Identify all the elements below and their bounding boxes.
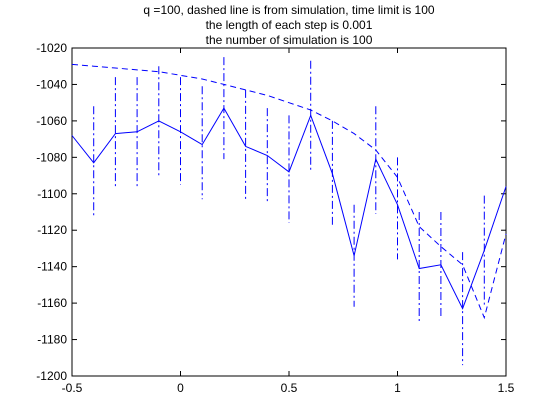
x-tick-label: 0.5 <box>281 381 298 395</box>
plot-area: -0.5 0 0.5 1 1.5 -1200 -1180 -1160 -1140 -1120 -11… <box>36 41 514 395</box>
y-tick-label: -1060 <box>36 114 67 128</box>
y-tick-label: -1100 <box>37 187 67 201</box>
y-tick-label: -1160 <box>37 296 67 310</box>
chart-title-line-3: the number of simulation is 100 <box>206 33 373 47</box>
y-tick-label: -1200 <box>36 369 67 383</box>
x-tick-label: 1.5 <box>498 381 515 395</box>
series-line-solid <box>71 107 507 310</box>
x-tick-label: 0 <box>177 381 184 395</box>
x-tick-label: -0.5 <box>62 381 83 395</box>
x-tick-label: 1 <box>394 381 401 395</box>
series-line-dashed <box>71 63 507 320</box>
y-tick-label: -1140 <box>37 260 67 274</box>
chart-title: q =100, dashed line is from simulation, … <box>143 3 434 47</box>
y-tick-label: -1180 <box>37 333 67 347</box>
y-tick-label: -1040 <box>36 77 67 91</box>
y-tick-label: -1020 <box>36 41 67 55</box>
y-tick-label: -1080 <box>36 150 67 164</box>
chart-title-line-1: q =100, dashed line is from simulation, … <box>143 3 434 17</box>
y-tick-label: -1120 <box>37 223 67 237</box>
chart-title-line-2: the length of each step is 0.001 <box>206 18 373 32</box>
